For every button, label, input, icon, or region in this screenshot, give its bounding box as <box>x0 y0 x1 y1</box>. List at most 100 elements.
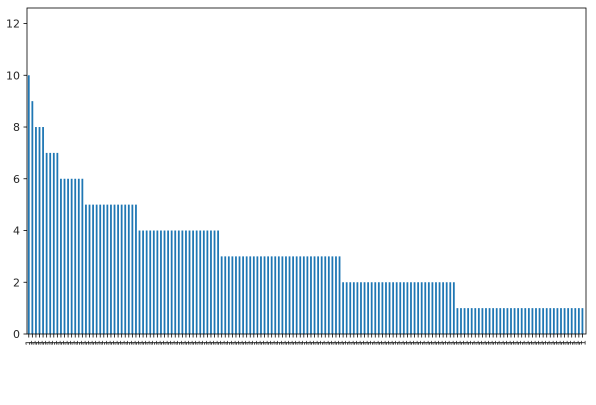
bar <box>252 256 255 334</box>
x-tick-label: 1 <box>546 340 556 346</box>
bar <box>581 308 584 334</box>
bar <box>449 282 452 334</box>
bar <box>142 230 144 334</box>
x-tick-label: 1 <box>282 340 292 346</box>
x-tick-label: 1 <box>446 340 456 346</box>
bar <box>310 256 312 334</box>
x-tick-label: 1 <box>75 340 85 346</box>
y-tick-label: 12 <box>6 18 20 31</box>
bar <box>274 256 277 334</box>
x-tick-label: 1 <box>36 340 46 346</box>
x-tick-label: 1 <box>557 340 567 346</box>
bar <box>499 308 502 334</box>
x-tick-label: 1 <box>57 340 67 346</box>
x-tick-label: 1 <box>382 340 392 346</box>
bar <box>45 152 48 334</box>
x-tick-label: 1 <box>107 340 117 346</box>
x-tick-label: 1 <box>428 340 438 346</box>
x-tick-label: 1 <box>471 340 481 346</box>
x-tick-label: 1 <box>257 340 267 346</box>
x-tick-label: 1 <box>521 340 531 346</box>
bar <box>277 256 280 334</box>
bar <box>435 282 437 334</box>
x-tick-label: 1 <box>268 340 278 346</box>
x-tick-label: 1 <box>125 340 135 346</box>
bar <box>513 308 516 334</box>
bar <box>60 178 62 334</box>
bar <box>424 282 427 334</box>
bar <box>388 282 391 334</box>
x-tick-label: 1 <box>314 340 324 346</box>
x-tick-label: 1 <box>121 340 131 346</box>
bar <box>199 230 202 334</box>
x-tick-label: 1 <box>457 340 467 346</box>
bar <box>106 204 109 334</box>
x-tick-label: 1 <box>536 340 546 346</box>
y-axis: 0 2 4 6 8 10 12 <box>6 18 27 341</box>
x-tick-label: 1 <box>214 340 224 346</box>
x-tick-label: 1 <box>128 340 138 346</box>
bar <box>360 282 362 334</box>
x-tick-label: 1 <box>71 340 81 346</box>
x-tick-label: 1 <box>178 340 188 346</box>
bar <box>231 256 234 334</box>
bar <box>406 282 409 334</box>
bar <box>138 230 141 334</box>
bar <box>506 308 509 334</box>
bar <box>399 282 402 334</box>
bar <box>567 308 570 334</box>
x-tick-label: 1 <box>86 340 96 346</box>
x-tick-label: 1 <box>232 340 242 346</box>
x-tick-label: 1 <box>518 340 528 346</box>
bar <box>256 256 259 334</box>
x-tick-label: 1 <box>218 340 228 346</box>
bar <box>220 256 223 334</box>
bar <box>95 204 98 334</box>
bar <box>27 75 30 335</box>
bar <box>63 178 66 334</box>
bar <box>85 204 87 334</box>
bar <box>320 256 323 334</box>
x-tick-label: 1 <box>278 340 288 346</box>
x-tick-label: 1 <box>303 340 313 346</box>
bar <box>467 308 470 334</box>
bar <box>238 256 241 334</box>
x-tick-label: 1 <box>339 340 349 346</box>
x-tick-label: 1 <box>489 340 499 346</box>
bar <box>370 282 373 334</box>
x-tick-label: 1 <box>436 340 446 346</box>
bar <box>102 204 105 334</box>
bar <box>549 308 552 334</box>
x-tick-label: 1 <box>318 340 328 346</box>
x-tick-label: 1 <box>293 340 303 346</box>
x-tick-label: 1 <box>368 340 378 346</box>
bar <box>563 308 566 334</box>
bar <box>413 282 416 334</box>
bar <box>520 308 523 334</box>
bar <box>213 230 216 334</box>
x-tick-label: 1 <box>175 340 185 346</box>
x-tick-label: 1 <box>418 340 428 346</box>
plot-frame <box>26 7 587 335</box>
x-tick-label: 1 <box>507 340 517 346</box>
bar <box>170 230 173 334</box>
y-tick-label: 2 <box>13 276 20 289</box>
x-tick-label: 1 <box>143 340 153 346</box>
x-tick-label: 1 <box>450 340 460 346</box>
x-tick-label: 1 <box>561 340 571 346</box>
x-tick-label: 1 <box>407 340 417 346</box>
x-tick-label: 1 <box>182 340 192 346</box>
x-tick-label: 1 <box>528 340 538 346</box>
x-tick-label: 1 <box>139 340 149 346</box>
x-tick-label: 1 <box>164 340 174 346</box>
x-tick-label: 1 <box>32 340 42 346</box>
bar <box>492 308 495 334</box>
y-tick-label: 4 <box>13 225 20 238</box>
x-tick-label: 1 <box>221 340 231 346</box>
x-tick-label: 1 <box>357 340 367 346</box>
x-tick-label: 1 <box>78 340 88 346</box>
x-tick-label: 1 <box>168 340 178 346</box>
x-tick-label: 1 <box>321 340 331 346</box>
bar <box>535 308 537 334</box>
bar <box>195 230 198 334</box>
